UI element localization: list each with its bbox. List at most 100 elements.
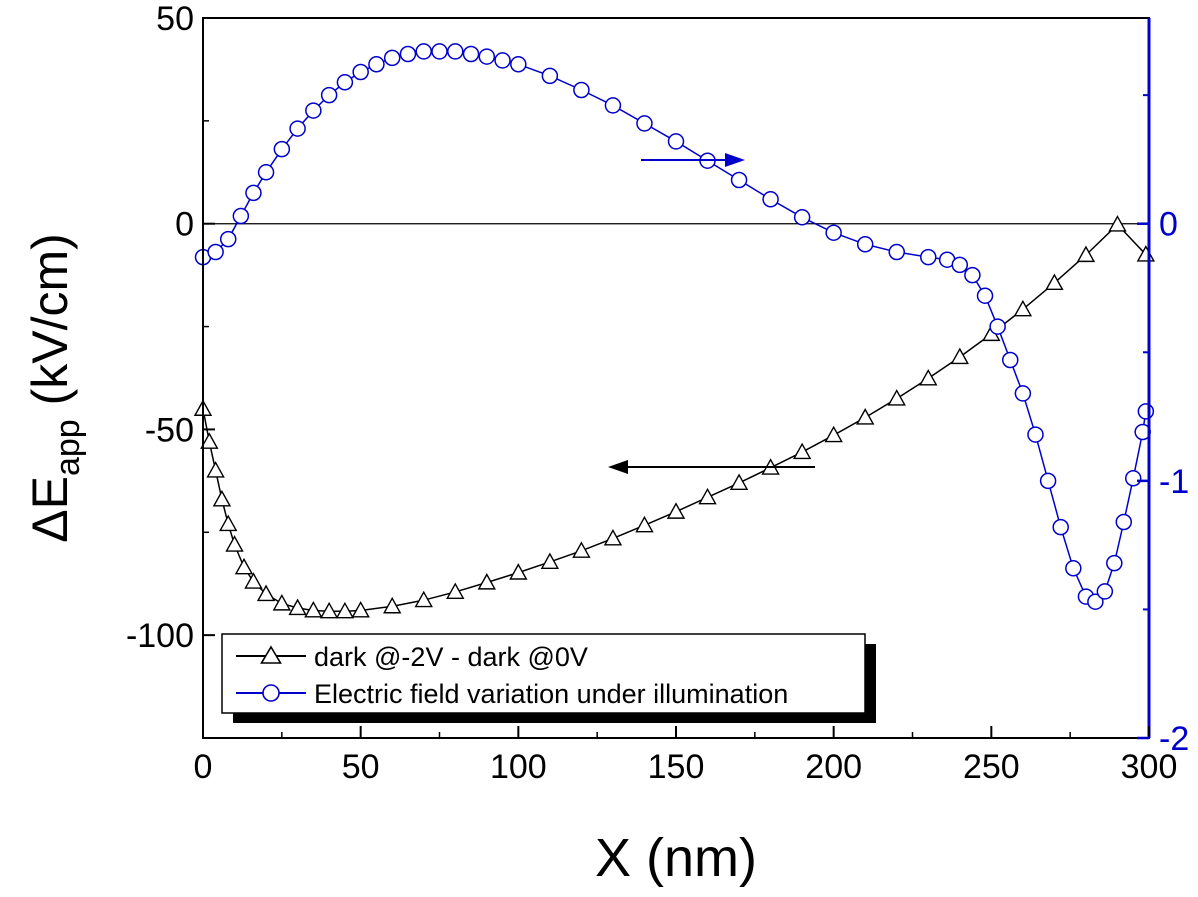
data-point-circle	[273, 140, 291, 158]
data-point-triangle	[288, 598, 307, 616]
arrow-left-head	[608, 460, 628, 474]
data-point-circle	[964, 266, 981, 284]
y-right-tick-label: 0	[1159, 206, 1178, 244]
data-point-circle	[462, 45, 480, 63]
data-point-circle	[951, 256, 969, 274]
data-point-circle	[320, 86, 338, 104]
data-point-triangle	[540, 552, 560, 570]
series-line-dark	[202, 223, 1147, 613]
data-point-circle	[257, 164, 275, 181]
data-point-circle	[1052, 518, 1069, 536]
data-point-circle	[793, 209, 811, 226]
data-point-circle	[1027, 426, 1044, 443]
data-point-circle	[989, 318, 1006, 335]
data-point-triangle	[509, 563, 528, 580]
data-point-triangle	[383, 596, 402, 614]
data-point-circle	[825, 224, 842, 241]
data-point-circle	[305, 102, 322, 119]
series-layer	[193, 43, 1156, 619]
data-point-triangle	[635, 515, 654, 533]
data-point-circle	[1087, 593, 1104, 610]
data-point-triangle	[477, 573, 496, 590]
legend: dark @-2V - dark @0V Electric field vari…	[221, 633, 876, 723]
data-point-triangle	[887, 389, 906, 406]
tick-layer: 0 50 100 150 200 250 300 -100 -50 0 50 -2 -1 0	[126, 0, 1189, 786]
data-point-triangle	[319, 601, 339, 619]
data-point-triangle	[919, 368, 938, 386]
arrow-right-head	[725, 153, 745, 167]
y-right-tick-label: -2	[1159, 720, 1189, 758]
data-point-triangle	[729, 473, 749, 491]
data-point-triangle	[572, 541, 591, 558]
y-right-tick-label: -1	[1159, 463, 1189, 501]
data-point-triangle	[200, 432, 219, 449]
data-point-triangle	[446, 582, 465, 600]
data-point-triangle	[206, 461, 225, 478]
data-point-triangle	[234, 557, 254, 575]
x-tick-label: 100	[490, 748, 547, 786]
legend-label-dark: dark @-2V - dark @0V	[314, 642, 588, 672]
data-point-circle	[667, 133, 685, 150]
legend-triangle-marker	[260, 645, 282, 664]
y-axis-title: ΔEapp (kV/cm)	[22, 233, 87, 543]
data-point-triangle	[304, 601, 323, 618]
data-point-circle	[383, 49, 401, 67]
data-point-circle	[207, 243, 224, 261]
data-point-triangle	[1076, 245, 1096, 263]
data-point-circle	[541, 67, 559, 85]
y-left-tick-label: 50	[156, 0, 194, 38]
data-point-triangle	[212, 489, 232, 507]
data-point-circle	[976, 287, 994, 304]
data-point-circle	[1096, 583, 1114, 600]
legend-box	[221, 633, 866, 714]
annotation-layer	[608, 153, 815, 474]
x-tick-label: 300	[1121, 748, 1178, 786]
data-point-circle	[1014, 385, 1032, 402]
data-point-circle	[415, 43, 432, 60]
x-tick-label: 150	[648, 748, 705, 786]
data-point-triangle	[414, 590, 433, 608]
x-tick-label: 0	[194, 748, 213, 786]
y-left-tick-label: -100	[126, 617, 194, 655]
data-point-triangle	[256, 584, 276, 602]
data-point-circle	[336, 74, 354, 91]
data-point-triangle	[1013, 299, 1033, 317]
data-point-triangle	[824, 425, 843, 443]
data-point-circle	[604, 97, 622, 114]
data-point-circle	[1124, 470, 1142, 487]
data-point-circle	[1002, 351, 1019, 369]
data-point-circle	[1115, 513, 1133, 531]
data-point-triangle	[351, 601, 370, 618]
data-point-circle	[431, 43, 448, 60]
data-point-circle	[1039, 472, 1057, 490]
data-point-triangle	[603, 529, 623, 546]
data-point-circle	[399, 45, 417, 63]
y-axis-title-sub: app	[49, 419, 87, 476]
y-left-tick-label: 0	[175, 206, 194, 244]
data-point-circle	[510, 56, 527, 73]
data-point-triangle	[1045, 273, 1064, 291]
y-left-tick-label: -50	[145, 411, 194, 449]
data-point-circle	[289, 120, 306, 137]
legend-label-illumination: Electric field variation under illuminat…	[314, 679, 788, 709]
x-axis-title: X (nm)	[595, 828, 757, 888]
data-point-circle	[219, 230, 237, 248]
data-point-circle	[920, 248, 937, 266]
y-axis-title-unit: (kV/cm)	[22, 233, 78, 419]
x-tick-label: 250	[963, 748, 1020, 786]
data-point-circle	[1065, 560, 1082, 577]
data-point-circle	[573, 81, 590, 99]
legend-circle-marker	[262, 684, 280, 702]
data-point-circle	[636, 115, 653, 132]
data-point-triangle	[950, 347, 969, 365]
data-point-triangle	[335, 601, 355, 619]
plot-frame	[202, 17, 1150, 739]
data-point-triangle	[219, 514, 238, 532]
data-point-circle	[368, 56, 385, 73]
data-point-triangle	[272, 594, 292, 611]
data-point-circle	[730, 171, 748, 189]
x-tick-label: 50	[342, 748, 380, 786]
data-point-triangle	[244, 572, 263, 589]
data-point-circle	[245, 184, 262, 202]
